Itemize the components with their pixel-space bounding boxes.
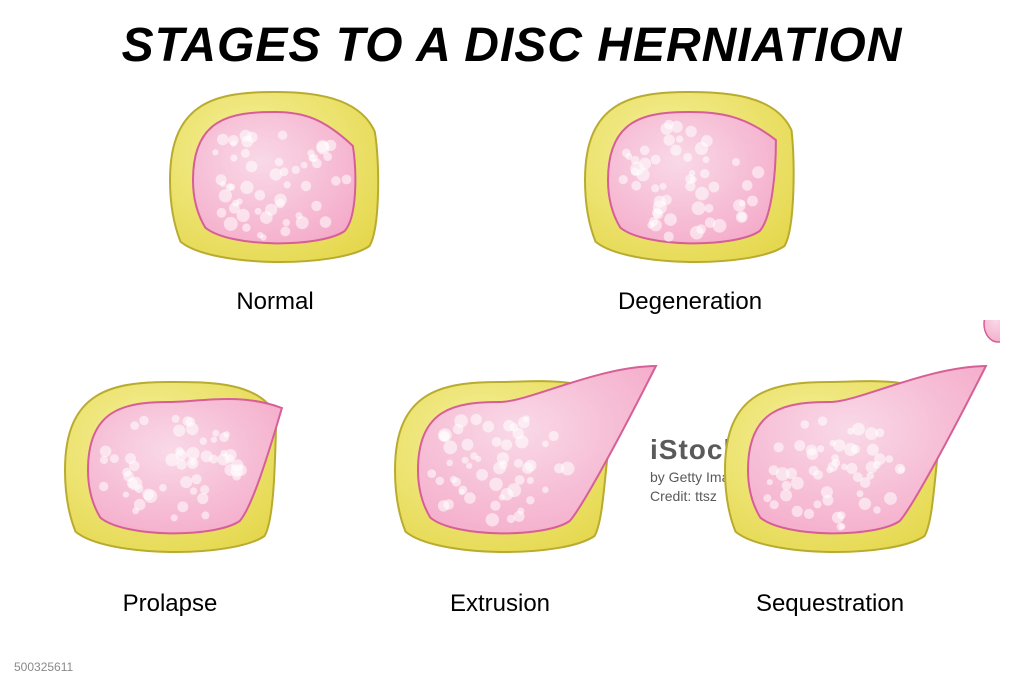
disc-sequestration-svg	[700, 320, 1000, 620]
disc-extrusion-svg	[370, 320, 670, 620]
stage-extrusion	[370, 320, 670, 625]
stage-label-extrusion: Extrusion	[370, 590, 630, 618]
disc-normal-svg	[145, 30, 445, 330]
disc-prolapse-svg	[40, 320, 340, 620]
stage-label-prolapse: Prolapse	[40, 590, 300, 618]
disc-degeneration-svg	[560, 30, 860, 330]
stage-label-degeneration: Degeneration	[560, 288, 820, 316]
stage-sequestration	[700, 320, 1000, 625]
stage-label-normal: Normal	[145, 288, 405, 316]
stage-label-sequestration: Sequestration	[700, 590, 960, 618]
diagram-canvas: STAGES TO A DISC HERNIATION iStock by Ge…	[0, 0, 1024, 686]
stage-prolapse	[40, 320, 340, 625]
image-number: 500325611	[14, 660, 73, 674]
